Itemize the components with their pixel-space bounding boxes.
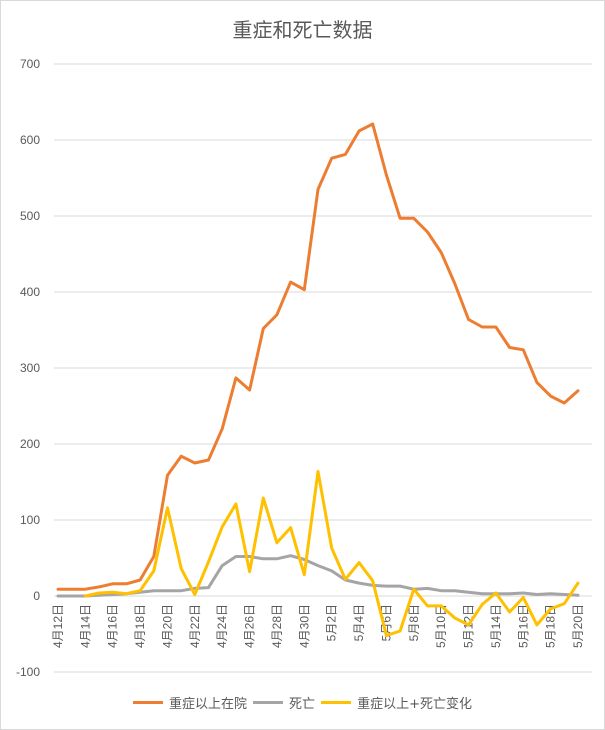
- y-tick-label: 600: [20, 133, 40, 147]
- series-line-2: [83, 469, 580, 637]
- y-tick-label: 700: [20, 57, 40, 71]
- chart-legend: 重症以上在院 死亡 重症以上+死亡变化: [0, 693, 605, 712]
- x-tick-label: 5月10日: [434, 604, 448, 648]
- x-tick-label: 4月26日: [243, 604, 257, 648]
- legend-swatch: [253, 701, 284, 704]
- legend-item-series-0[interactable]: 重症以上在院: [133, 693, 247, 712]
- legend-swatch: [321, 701, 352, 704]
- legend-item-series-2[interactable]: 重症以上+死亡变化: [321, 693, 472, 712]
- x-tick-label: 4月18日: [133, 604, 147, 648]
- legend-label: 重症以上+死亡变化: [357, 697, 472, 712]
- series-line-1: [56, 554, 580, 598]
- legend-item-series-1[interactable]: 死亡: [253, 693, 315, 712]
- x-tick-label: 5月8日: [407, 604, 421, 641]
- x-tick-label: 4月28日: [270, 604, 284, 648]
- x-tick-label: 4月22日: [188, 604, 202, 648]
- legend-label: 重症以上在院: [169, 697, 248, 712]
- chart-title: 重症和死亡数据: [232, 18, 373, 42]
- y-tick-label: 400: [20, 285, 40, 299]
- x-tick-label: 5月14日: [489, 604, 503, 648]
- y-tick-label: 500: [20, 209, 40, 223]
- x-tick-label: 5月16日: [516, 604, 530, 648]
- y-tick-label: -100: [16, 665, 40, 679]
- series-line-0: [56, 122, 580, 591]
- x-tick-label: 5月2日: [325, 604, 339, 641]
- x-tick-label: 4月20日: [160, 604, 174, 648]
- x-tick-label: 5月4日: [352, 604, 366, 641]
- x-tick-label: 4月30日: [297, 604, 311, 648]
- x-tick-label: 4月12日: [51, 604, 65, 648]
- legend-label: 死亡: [289, 697, 316, 712]
- x-tick-label: 4月24日: [215, 604, 229, 648]
- x-tick-label: 5月6日: [379, 604, 393, 641]
- legend-swatch: [133, 701, 164, 704]
- y-tick-label: 200: [20, 437, 40, 451]
- y-tick-label: 100: [20, 513, 40, 527]
- x-tick-label: 5月20日: [571, 604, 585, 648]
- x-tick-label: 4月16日: [106, 604, 120, 648]
- y-tick-label: 300: [20, 361, 40, 375]
- y-tick-label: 0: [33, 589, 40, 603]
- x-tick-label: 4月14日: [78, 604, 92, 648]
